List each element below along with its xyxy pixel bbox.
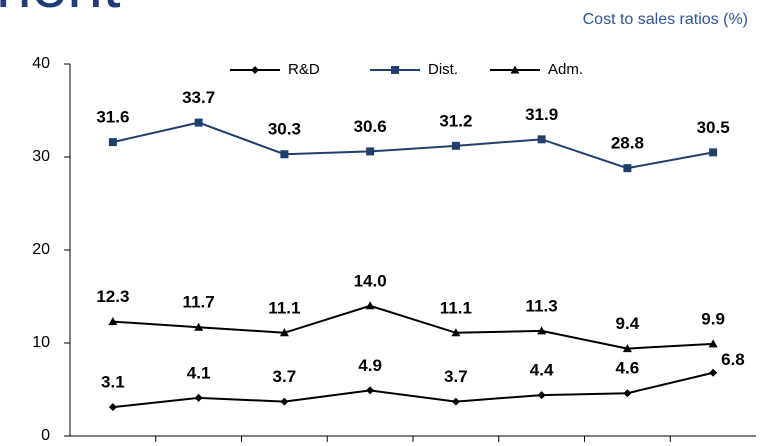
- marker: [194, 118, 203, 127]
- marker: [108, 403, 117, 412]
- marker: [451, 397, 460, 406]
- data-label: 6.8: [721, 350, 745, 369]
- marker: [391, 66, 399, 74]
- data-label: 4.4: [530, 361, 554, 380]
- data-label: 30.5: [697, 118, 730, 137]
- data-label: 9.9: [701, 309, 725, 328]
- marker: [108, 138, 117, 147]
- data-label: 4.6: [616, 359, 640, 378]
- legend-label: R&D: [288, 61, 320, 78]
- marker: [280, 150, 289, 159]
- y-tick-label: 20: [32, 241, 50, 258]
- marker: [537, 391, 546, 400]
- data-label: 12.3: [96, 287, 129, 306]
- marker: [622, 344, 632, 353]
- marker: [194, 393, 203, 402]
- line: [112, 121, 714, 170]
- data-label: 30.6: [354, 117, 387, 136]
- data-label: 11.1: [440, 298, 472, 317]
- marker: [280, 397, 289, 406]
- legend-label: Adm.: [548, 61, 583, 78]
- marker: [623, 389, 632, 398]
- marker: [365, 301, 375, 310]
- data-label: 11.7: [183, 293, 215, 312]
- y-tick-label: 30: [32, 148, 50, 165]
- chart-subtitle: Cost to sales ratios (%): [583, 11, 748, 28]
- data-label: 3.1: [101, 373, 125, 392]
- marker: [366, 386, 375, 395]
- marker: [251, 66, 259, 74]
- data-label: 30.3: [268, 120, 301, 139]
- data-label: 9.4: [616, 314, 640, 333]
- data-label: 4.1: [187, 363, 211, 382]
- marker: [510, 65, 520, 74]
- marker: [709, 148, 718, 157]
- y-tick-label: 40: [32, 55, 50, 72]
- y-tick-label: 0: [41, 427, 50, 444]
- data-label: 31.6: [96, 108, 129, 127]
- legend-label: Dist.: [428, 61, 458, 78]
- data-label: 28.8: [611, 134, 644, 153]
- marker: [451, 328, 461, 337]
- marker: [279, 328, 289, 337]
- y-tick-label: 10: [32, 334, 50, 351]
- marker: [623, 164, 632, 173]
- line: [112, 371, 714, 409]
- marker: [194, 322, 204, 331]
- marker: [708, 339, 718, 348]
- marker: [709, 368, 718, 377]
- data-label: 3.7: [273, 367, 297, 386]
- data-label: 31.9: [525, 105, 558, 124]
- marker: [537, 135, 546, 144]
- marker: [537, 326, 547, 335]
- data-label: 31.2: [439, 111, 472, 130]
- data-label: 14.0: [354, 271, 387, 290]
- page-title: nent: [0, 0, 121, 21]
- marker: [366, 147, 375, 156]
- data-label: 4.9: [358, 356, 382, 375]
- marker: [108, 317, 118, 326]
- data-label: 33.7: [182, 88, 215, 107]
- line: [112, 304, 714, 350]
- data-label: 11.1: [268, 298, 300, 317]
- data-label: 11.3: [526, 296, 558, 315]
- data-label: 3.7: [444, 367, 468, 386]
- marker: [451, 141, 460, 150]
